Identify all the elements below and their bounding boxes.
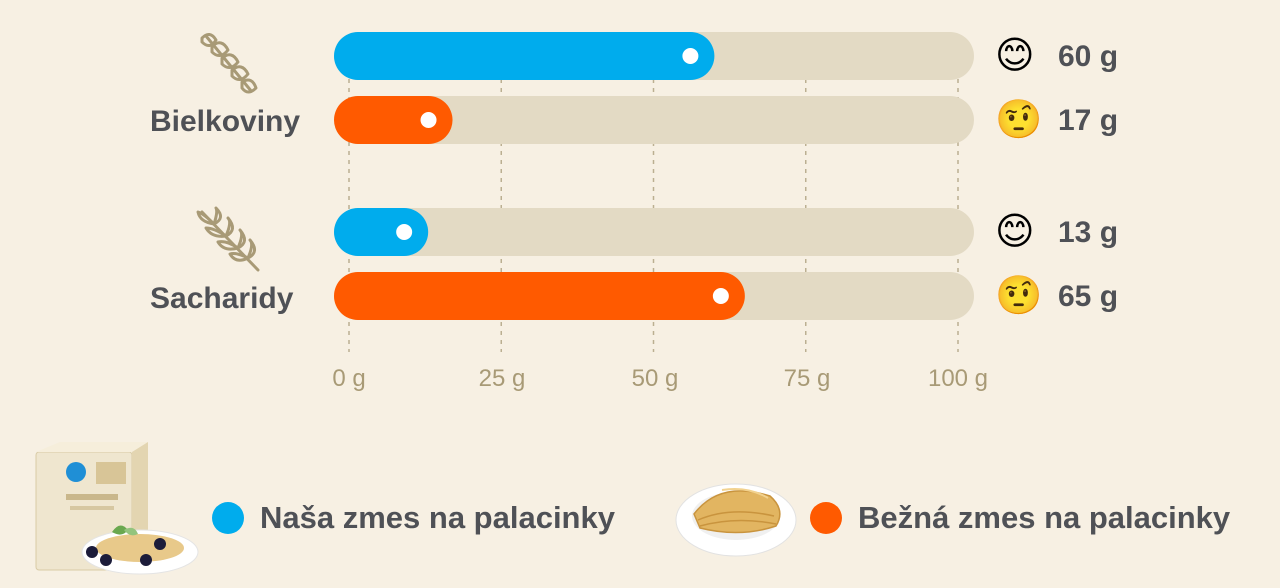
x-tick-label: 100 g xyxy=(927,365,989,392)
x-tick-label: 0 g xyxy=(332,365,366,392)
emoji-skeptical-icon: 🤨 xyxy=(995,275,1043,317)
category-label-carbs: Sacharidy xyxy=(150,282,294,315)
pasta-icon xyxy=(200,33,258,94)
bar-end-marker xyxy=(712,288,729,304)
bar-track xyxy=(334,96,974,144)
emoji-happy-icon: 😊 xyxy=(995,211,1035,253)
bar-layer xyxy=(334,32,974,320)
emoji-happy-icon: 😊 xyxy=(995,35,1035,77)
pancake-mix-box-image xyxy=(35,442,199,575)
emoji-skeptical-icon: 🤨 xyxy=(995,99,1043,141)
value-label-common-protein: 17 g xyxy=(1058,104,1119,137)
value-label-ours-carbs: 13 g xyxy=(1058,216,1119,249)
bar-common xyxy=(334,96,453,144)
value-label-common-carbs: 65 g xyxy=(1058,280,1119,313)
bar-ours xyxy=(334,32,715,80)
category-label-protein: Bielkoviny xyxy=(150,105,301,138)
x-tick-label: 75 g xyxy=(783,365,831,392)
wheat-icon xyxy=(196,206,260,272)
value-label-ours-protein: 60 g xyxy=(1058,40,1119,73)
bar-end-marker xyxy=(396,224,413,240)
legend-swatch-ours xyxy=(212,502,244,534)
bar-track xyxy=(334,208,974,256)
x-tick-label: 50 g xyxy=(631,365,679,392)
bar-end-marker xyxy=(420,112,437,128)
bar-common xyxy=(334,272,745,320)
bar-end-marker xyxy=(682,48,699,64)
pancake-plate-image xyxy=(675,483,797,557)
legend-label-common: Bežná zmes na palacinky xyxy=(858,500,1231,535)
bar-ours xyxy=(334,208,429,256)
legend-label-ours: Naša zmes na palacinky xyxy=(260,500,615,535)
legend-swatch-common xyxy=(810,502,842,534)
x-tick-label: 25 g xyxy=(478,365,526,392)
